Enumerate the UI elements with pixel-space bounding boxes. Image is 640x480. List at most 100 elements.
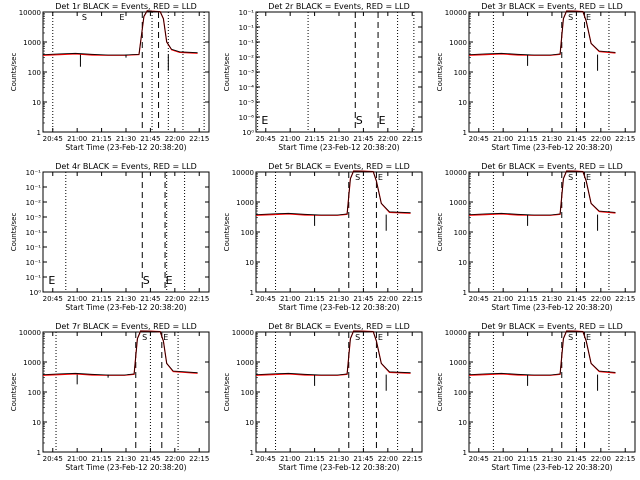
x-tick-label: 20:45	[43, 135, 63, 143]
end-marker: E	[119, 13, 124, 22]
y-tick-label: 10⁻³	[26, 214, 42, 222]
x-tick-label: 20:45	[43, 455, 63, 463]
x-axis-label: Start Time (23-Feb-12 20:38:20)	[491, 463, 612, 472]
y-tick-label: 10	[245, 259, 254, 267]
x-axis-label: Start Time (23-Feb-12 20:38:20)	[65, 463, 186, 472]
x-tick-label: 22:00	[591, 455, 611, 463]
x-tick-label: 20:45	[43, 295, 63, 303]
y-tick-label: 1	[463, 449, 467, 457]
y-tick-label: 10⁻¹	[26, 274, 42, 282]
x-tick-label: 21:15	[91, 295, 111, 303]
x-tick-label: 21:30	[329, 295, 349, 303]
x-tick-label: 21:30	[116, 135, 136, 143]
y-tick-label: 1	[463, 289, 467, 297]
x-tick-label: 21:45	[566, 135, 586, 143]
y-tick-label: 1000	[236, 199, 254, 207]
plot-frame	[42, 11, 210, 133]
x-tick-label: 21:00	[67, 295, 87, 303]
y-tick-label: 100	[28, 389, 41, 397]
panel-8: Det 8r BLACK = Events, RED = LLD Counts/s…	[223, 322, 423, 472]
y-axis-label: Counts/sec	[10, 213, 18, 252]
y-tick-label: 10⁻¹	[26, 184, 42, 192]
x-tick-label: 22:00	[378, 135, 398, 143]
y-axis-label: Counts/sec	[10, 373, 18, 412]
x-tick-label: 22:15	[402, 295, 422, 303]
y-tick-label: 100	[241, 229, 254, 237]
panel-9: Det 9r BLACK = Events, RED = LLD Counts/s…	[436, 322, 636, 472]
x-tick-label: 22:15	[189, 455, 209, 463]
end-marker: E	[379, 114, 386, 127]
x-tick-label: 21:30	[542, 135, 562, 143]
y-axis-label: Counts/sec	[223, 53, 231, 92]
end-marker: E	[48, 274, 55, 287]
panel-title: Det 2r BLACK = Events, RED = LLD	[268, 2, 410, 11]
x-tick-label: 21:45	[140, 455, 160, 463]
end-marker: E	[378, 173, 383, 182]
x-tick-label: 21:15	[304, 295, 324, 303]
panel-6: Det 6r BLACK = Events, RED = LLD Counts/s…	[436, 162, 636, 312]
x-tick-label: 21:00	[280, 135, 300, 143]
start-marker: S	[568, 173, 573, 182]
y-tick-label: 1	[37, 129, 41, 137]
x-tick-label: 22:15	[402, 135, 422, 143]
y-axis-label: Counts/sec	[436, 53, 444, 92]
series-line	[255, 170, 411, 216]
y-tick-label: 1000	[449, 39, 467, 47]
y-tick-label: 10000	[19, 329, 41, 337]
x-tick-label: 21:45	[140, 295, 160, 303]
start-marker: S	[355, 333, 360, 342]
x-tick-label: 20:45	[256, 135, 276, 143]
y-tick-label: 1000	[23, 359, 41, 367]
y-tick-label: 1000	[449, 359, 467, 367]
x-tick-label: 22:00	[165, 455, 185, 463]
end-marker: E	[261, 114, 268, 127]
x-tick-label: 22:00	[378, 295, 398, 303]
start-marker: S	[143, 274, 150, 287]
y-tick-label: 1000	[23, 39, 41, 47]
y-tick-label: 10⁻²	[26, 199, 42, 207]
start-marker: S	[568, 333, 573, 342]
y-axis-label: Counts/sec	[223, 373, 231, 412]
panel-title: Det 8r BLACK = Events, RED = LLD	[268, 322, 410, 331]
x-tick-label: 22:00	[591, 295, 611, 303]
x-tick-label: 22:00	[165, 135, 185, 143]
start-marker: S	[142, 333, 147, 342]
y-tick-label: 10⁻⁵	[239, 99, 255, 107]
y-tick-label: 10000	[445, 169, 467, 177]
y-tick-label: 10000	[232, 329, 254, 337]
x-tick-label: 20:45	[469, 295, 489, 303]
series-line	[255, 330, 411, 376]
end-marker: E	[163, 333, 168, 342]
y-tick-label: 10⁻¹	[26, 169, 42, 177]
y-tick-label: 10	[458, 99, 467, 107]
panel-2: Det 2r BLACK = Events, RED = LLD Counts/s…	[223, 2, 423, 152]
y-tick-label: 10000	[19, 9, 41, 17]
x-tick-label: 21:30	[542, 295, 562, 303]
x-tick-label: 22:15	[402, 455, 422, 463]
x-tick-label: 21:15	[91, 135, 111, 143]
y-tick-label: 1	[463, 129, 467, 137]
y-tick-label: 10⁻³	[239, 69, 255, 77]
y-tick-label: 10	[458, 419, 467, 427]
x-tick-label: 21:45	[353, 455, 373, 463]
x-tick-label: 21:30	[329, 455, 349, 463]
y-tick-label: 10⁻¹	[26, 244, 42, 252]
panel-title: Det 9r BLACK = Events, RED = LLD	[481, 322, 623, 331]
x-tick-label: 21:00	[67, 135, 87, 143]
x-axis-label: Start Time (23-Feb-12 20:38:20)	[65, 143, 186, 152]
y-tick-label: 100	[454, 229, 467, 237]
y-tick-label: 1	[250, 289, 254, 297]
x-tick-label: 21:30	[116, 295, 136, 303]
y-tick-label: 10⁻⁴	[239, 84, 255, 92]
y-tick-label: 10	[32, 419, 41, 427]
series-line	[468, 10, 616, 56]
panel-4: Det 4r BLACK = Events, RED = LLD Counts/s…	[10, 162, 210, 312]
start-marker: S	[82, 13, 87, 22]
x-tick-label: 21:15	[304, 455, 324, 463]
x-tick-label: 21:45	[566, 455, 586, 463]
x-tick-label: 21:45	[140, 135, 160, 143]
y-tick-label: 100	[454, 389, 467, 397]
panel-3: Det 3r BLACK = Events, RED = LLD Counts/s…	[436, 2, 636, 152]
x-tick-label: 22:00	[591, 135, 611, 143]
